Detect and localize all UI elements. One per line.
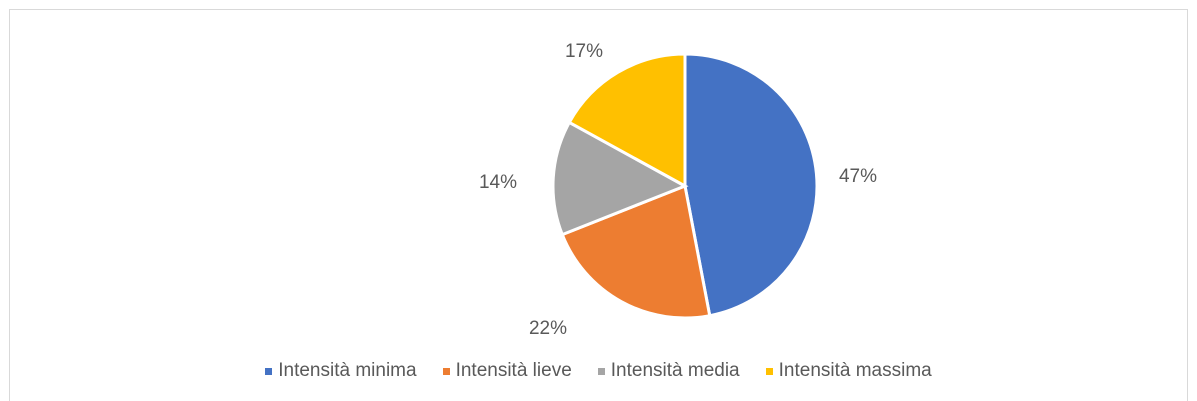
legend-label-1: Intensità minima: [278, 360, 417, 381]
legend-item-1: Intensità minima: [265, 360, 417, 382]
data-label-1: 47%: [839, 166, 877, 187]
legend-item-2: Intensità lieve: [442, 360, 572, 382]
pie-slice-4: [567, 52, 687, 189]
pie-slices: [551, 52, 819, 320]
legend-swatch-1: [265, 367, 273, 375]
legend-swatch-3: [597, 367, 605, 375]
legend-item-4: Intensità massima: [765, 360, 932, 382]
legend-label-4: Intensità massima: [778, 360, 932, 381]
legend-item-3: Intensità media: [597, 360, 740, 382]
pie-data-labels: 47% 22% 14% 17%: [479, 41, 877, 339]
legend-swatch-4: [765, 367, 773, 375]
pie-slice-3: [551, 120, 689, 237]
legend-label-3: Intensità media: [610, 360, 740, 381]
data-label-3: 14%: [479, 172, 517, 193]
pie-slice-1: [683, 52, 819, 318]
legend: Intensità minima Intensità lieve Intensità…: [0, 360, 1197, 382]
legend-label-2: Intensità lieve: [455, 360, 572, 381]
data-label-4: 17%: [565, 41, 603, 62]
pie-slice-2: [560, 183, 712, 320]
legend-swatch-2: [442, 367, 450, 375]
chart-frame: [9, 9, 1188, 401]
data-label-2: 22%: [529, 318, 567, 339]
pie-chart: 47% 22% 14% 17%: [479, 41, 877, 339]
